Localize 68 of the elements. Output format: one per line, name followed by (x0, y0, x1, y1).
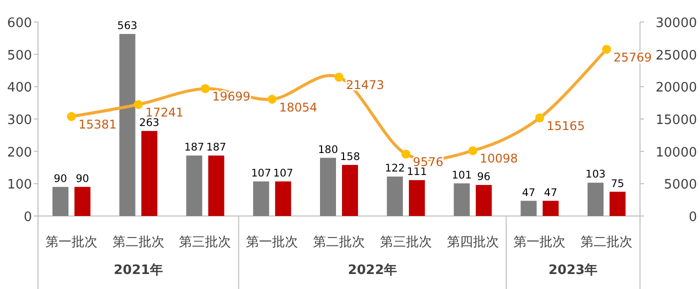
bar (208, 156, 224, 216)
y-tick-label: 0 (24, 210, 32, 225)
bar (542, 200, 559, 216)
x-tick-label: 第一批次 (514, 235, 566, 250)
data-label: 122 (384, 162, 405, 175)
y2-tick-label: 25000 (656, 48, 697, 64)
y2-tick-label: 30000 (656, 16, 697, 31)
bar (610, 192, 626, 216)
x-tick-label: 第四批次 (446, 235, 499, 250)
y2-tick-label: 5000 (664, 178, 697, 193)
bar (588, 182, 604, 216)
text: 2022年 (348, 263, 398, 278)
y-tick-label: 400 (7, 80, 32, 96)
bar (141, 130, 158, 216)
bar (275, 181, 292, 216)
bar (520, 200, 537, 216)
y2-tick-label: 15000 (656, 113, 697, 128)
x-tick-label: 第二批次 (313, 235, 365, 250)
data-label: 180 (318, 144, 338, 156)
bar (454, 183, 470, 216)
bar (476, 184, 492, 216)
bar (408, 180, 425, 216)
x-tick-label: 第一批次 (246, 235, 298, 250)
bar (186, 156, 202, 216)
bar (74, 186, 90, 216)
y2-tick-label: 20000 (656, 80, 697, 96)
data-label: 563 (117, 20, 138, 32)
x-tick-label: 第三批次 (179, 235, 232, 250)
data-label: 96 (477, 170, 491, 183)
y-tick-label: 600 (7, 16, 32, 31)
bar (386, 176, 403, 216)
y-tick-label: 300 (7, 113, 32, 128)
data-label: 111 (406, 166, 427, 178)
data-label: 47 (522, 186, 536, 199)
data-label: 75 (610, 178, 624, 190)
data-label: 158 (340, 150, 360, 163)
data-label: 90 (76, 172, 90, 185)
data-label: 19699 (212, 90, 250, 104)
data-label: 18054 (279, 100, 318, 114)
x-tick-label: 第三批次 (380, 235, 432, 250)
data-label: 187 (184, 142, 204, 154)
x-tick-label: 第二批次 (580, 235, 633, 250)
y-tick-label: 100 (7, 178, 32, 193)
data-label: 103 (586, 168, 606, 181)
data-label: 15165 (546, 118, 585, 133)
data-label: 107 (273, 167, 294, 180)
bar (52, 186, 68, 216)
bar (253, 181, 270, 216)
data-label: 187 (206, 142, 226, 154)
y-tick-label: 200 (7, 145, 32, 160)
bar (342, 164, 358, 216)
data-label: 107 (251, 167, 272, 180)
y2-tick-label: 10000 (656, 145, 697, 160)
text: 2023年 (548, 263, 598, 278)
x-tick-label: 第一批次 (45, 235, 98, 250)
data-label: 47 (544, 186, 558, 199)
bar (119, 34, 136, 216)
data-label: 10098 (480, 152, 518, 166)
x-tick-label: 第二批次 (112, 235, 164, 250)
data-label: 90 (54, 172, 68, 185)
data-label: 101 (452, 169, 472, 182)
data-label: 263 (139, 116, 160, 129)
data-label: 15381 (78, 118, 117, 132)
text: 2021年 (114, 263, 163, 278)
y2-tick-label: 0 (688, 210, 697, 225)
data-label: 25769 (614, 50, 652, 64)
bar (320, 158, 336, 216)
y-tick-label: 500 (7, 48, 32, 64)
